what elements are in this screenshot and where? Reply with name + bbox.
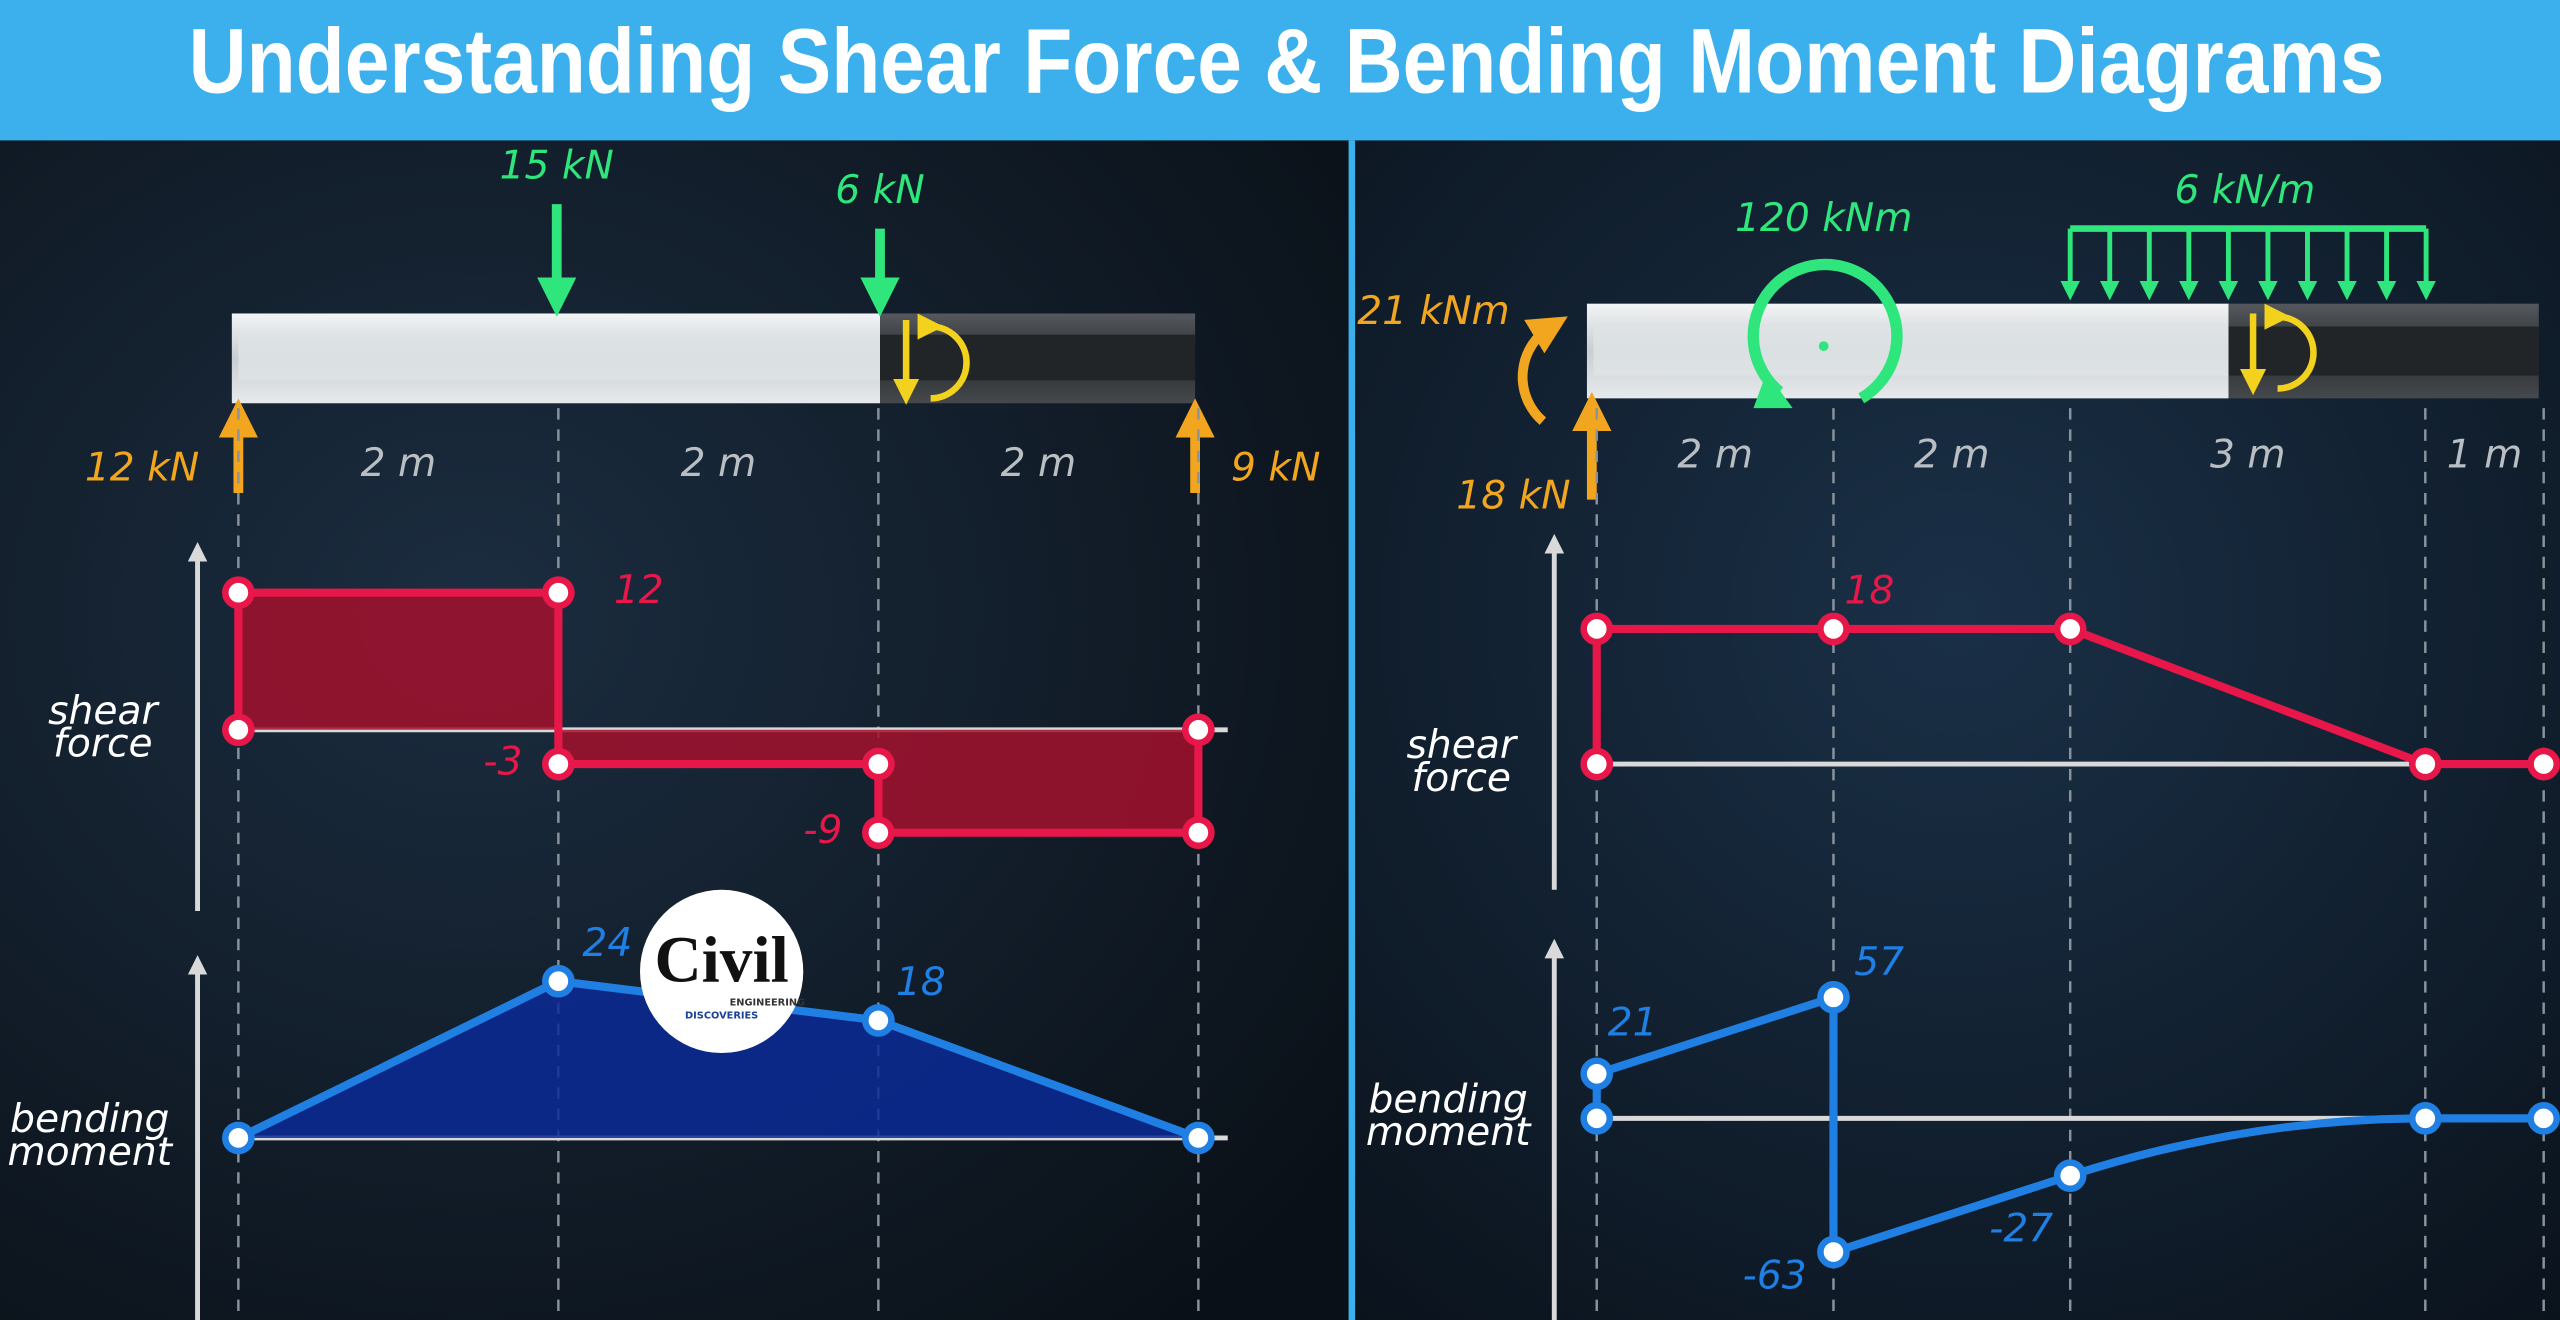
- reaction-moment-label: 21 kNm: [1357, 289, 1509, 334]
- diagram-label: shear: [1406, 723, 1518, 768]
- value-label: -27: [1989, 1207, 2053, 1252]
- diagram-point: [1182, 1121, 1215, 1155]
- value-label: -63: [1743, 1254, 1807, 1299]
- value-label: 57: [1854, 940, 1904, 985]
- diagram-label: force: [53, 722, 152, 767]
- diagram-point: [2527, 1102, 2560, 1135]
- distributed-load-arrows: [2060, 228, 2436, 301]
- diagram-label: moment: [8, 1130, 174, 1175]
- diagram-area: [238, 592, 1199, 833]
- load-label: 6 kN: [835, 168, 924, 213]
- span-label: 2 m: [1914, 433, 1990, 478]
- diagram-point: [222, 1121, 255, 1155]
- diagram-point: [862, 747, 895, 781]
- logo-tagline: DISCOVERIES: [685, 1011, 758, 1022]
- right-beam: [1586, 303, 2539, 399]
- diagram-label: bending: [1369, 1078, 1528, 1123]
- reaction-label: 9 kN: [1231, 446, 1320, 491]
- span-label: 2 m: [361, 441, 437, 486]
- span-label: 2 m: [1001, 441, 1077, 486]
- diagram-point: [2053, 612, 2087, 646]
- reaction-label: 18 kN: [1456, 473, 1570, 518]
- diagram-point: [1182, 816, 1215, 849]
- span-label: 2 m: [1677, 433, 1753, 478]
- logo-name: Civil: [655, 925, 789, 997]
- diagram-point: [1817, 1235, 1850, 1269]
- diagram-point: [542, 747, 575, 781]
- diagram-label: shear: [48, 689, 160, 734]
- diagram-point: [862, 816, 895, 849]
- diagram-point: [542, 964, 575, 998]
- logo: Civil ENGINEERING DISCOVERIES: [640, 889, 805, 1054]
- value-label: 21: [1608, 1000, 1658, 1045]
- diagram-point: [2408, 1102, 2442, 1135]
- udl-label: 6 kN/m: [2175, 168, 2316, 213]
- value-label: 24: [582, 921, 632, 966]
- diagram-point: [2408, 747, 2442, 781]
- value-label: 18: [896, 960, 946, 1005]
- diagram-point: [1817, 612, 1850, 646]
- diagram-point: [1580, 612, 1614, 646]
- diagram-point: [1580, 1102, 1614, 1135]
- moment-label: 120 kNm: [1735, 196, 1912, 241]
- value-label: 18: [1844, 568, 1894, 613]
- span-label: 3 m: [2210, 433, 2286, 478]
- load-label: 15 kN: [500, 144, 614, 189]
- logo-tagline: ENGINEERING: [730, 997, 805, 1008]
- diagram-label: force: [1411, 756, 1511, 801]
- diagram-line: [234, 588, 1203, 837]
- diagram-point: [1580, 1057, 1614, 1091]
- diagram-point: [222, 576, 255, 609]
- span-label: 1 m: [2447, 433, 2523, 478]
- diagram-line: [1592, 624, 2544, 769]
- value-label: 12: [614, 568, 664, 613]
- title: Understanding Shear Force & Bending Mome…: [189, 11, 2385, 113]
- diagram-label: moment: [1366, 1110, 1532, 1155]
- span-label: 2 m: [681, 441, 757, 486]
- diagram-point: [1580, 747, 1614, 781]
- diagram-point: [2527, 747, 2560, 781]
- left-beam: [231, 313, 1196, 404]
- diagram-point: [862, 1004, 895, 1037]
- right-loads: [1517, 225, 2427, 500]
- diagram-point: [1182, 713, 1215, 747]
- diagram-point: [2053, 1159, 2087, 1192]
- value-label: -3: [483, 740, 522, 785]
- diagram-point: [542, 576, 575, 609]
- diagram-point: [1817, 981, 1850, 1014]
- diagram-label: bending: [10, 1097, 169, 1142]
- title-bar: [0, 0, 2560, 141]
- reaction-label: 12 kN: [85, 446, 199, 491]
- value-label: -9: [803, 808, 842, 853]
- diagram-point: [222, 713, 255, 747]
- divider: [1348, 140, 1356, 1320]
